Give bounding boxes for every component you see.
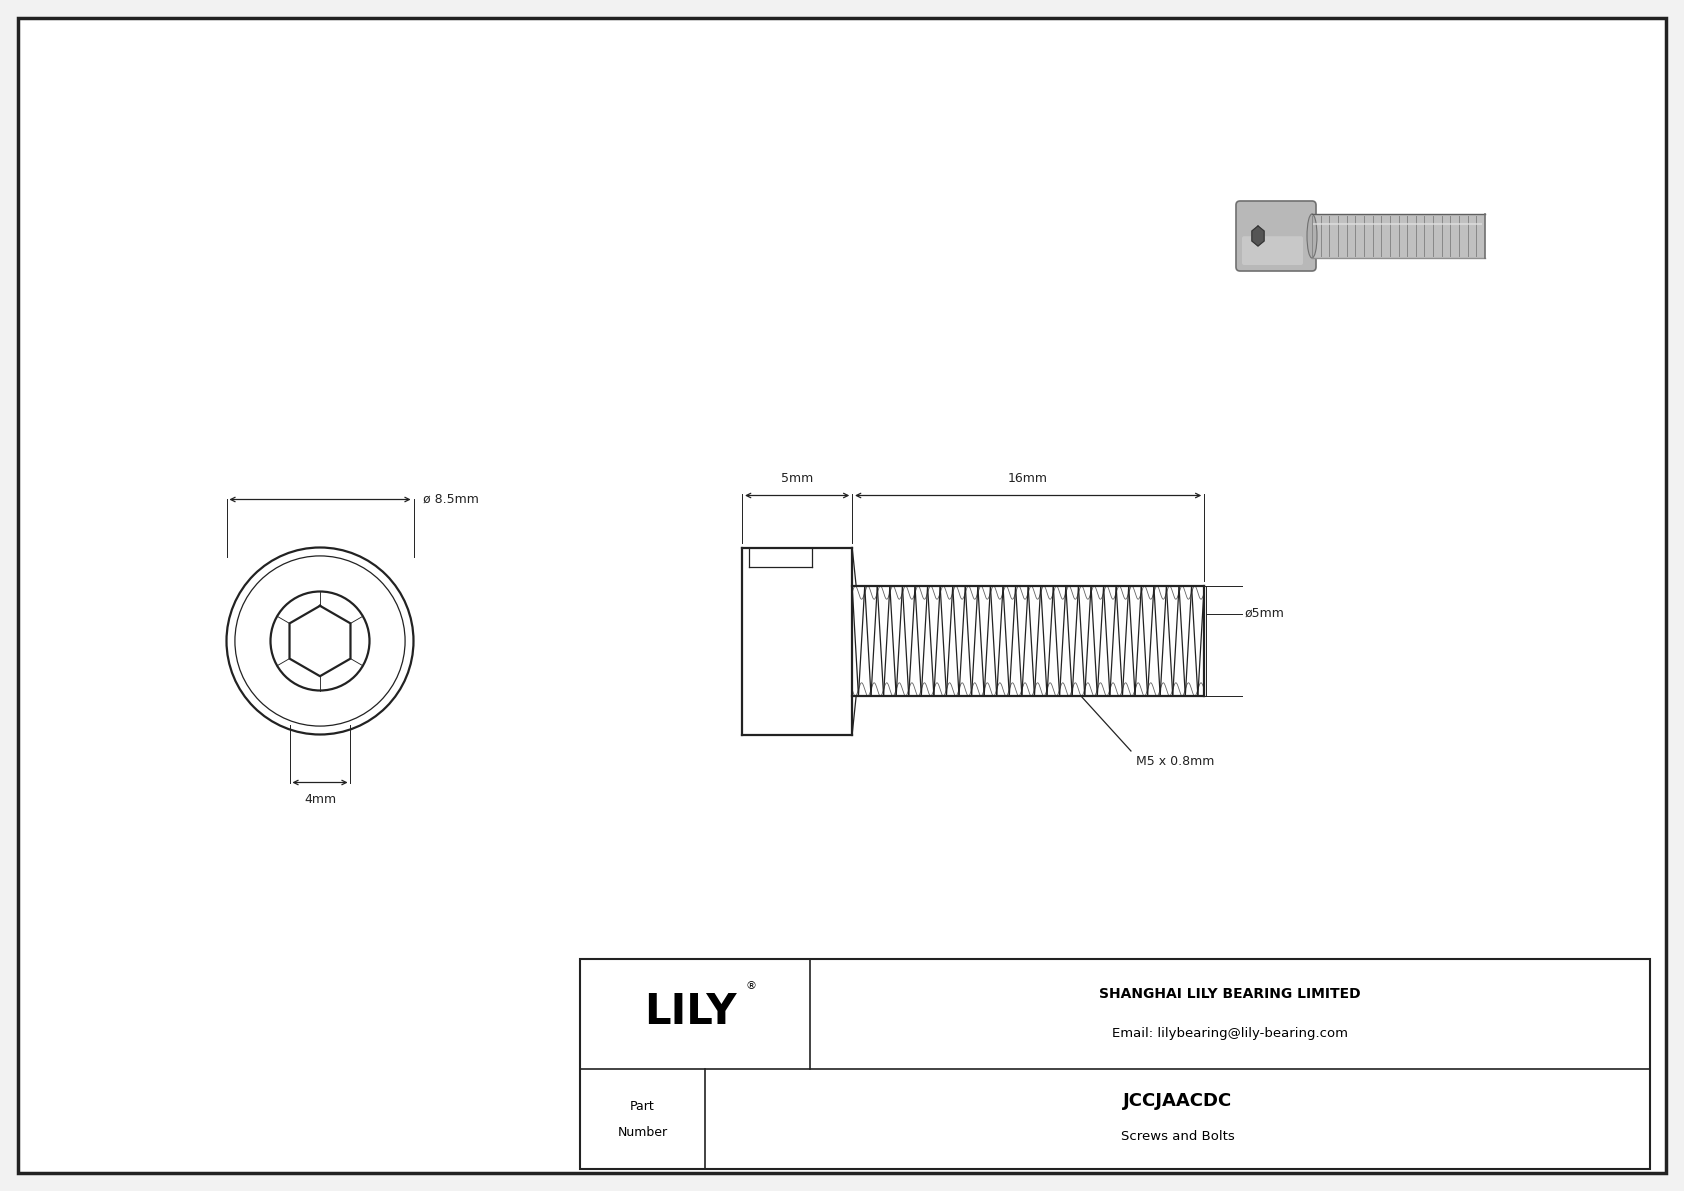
Polygon shape bbox=[1251, 226, 1265, 247]
Text: M5 x 0.8mm: M5 x 0.8mm bbox=[1137, 755, 1214, 768]
Text: Screws and Bolts: Screws and Bolts bbox=[1120, 1130, 1234, 1143]
Text: 4mm: 4mm bbox=[303, 792, 337, 805]
Text: 5mm: 5mm bbox=[781, 473, 813, 486]
Text: Email: lilybearing@lily-bearing.com: Email: lilybearing@lily-bearing.com bbox=[1111, 1028, 1347, 1040]
Text: 16mm: 16mm bbox=[1009, 473, 1047, 486]
Text: LILY: LILY bbox=[643, 991, 736, 1033]
Text: Number: Number bbox=[618, 1125, 667, 1139]
Text: Part: Part bbox=[630, 1099, 655, 1112]
Bar bbox=[1312, 214, 1485, 258]
Bar bbox=[579, 959, 1650, 1170]
Text: ø 8.5mm: ø 8.5mm bbox=[423, 493, 480, 506]
FancyBboxPatch shape bbox=[1236, 201, 1315, 272]
Text: SHANGHAI LILY BEARING LIMITED: SHANGHAI LILY BEARING LIMITED bbox=[1100, 987, 1361, 1002]
Text: ø5mm: ø5mm bbox=[1244, 607, 1283, 621]
Bar bbox=[579, 959, 1650, 1170]
Text: ®: ® bbox=[746, 981, 756, 991]
FancyBboxPatch shape bbox=[1243, 236, 1303, 266]
Ellipse shape bbox=[1307, 214, 1317, 258]
Text: JCCJAACDC: JCCJAACDC bbox=[1123, 1092, 1233, 1110]
